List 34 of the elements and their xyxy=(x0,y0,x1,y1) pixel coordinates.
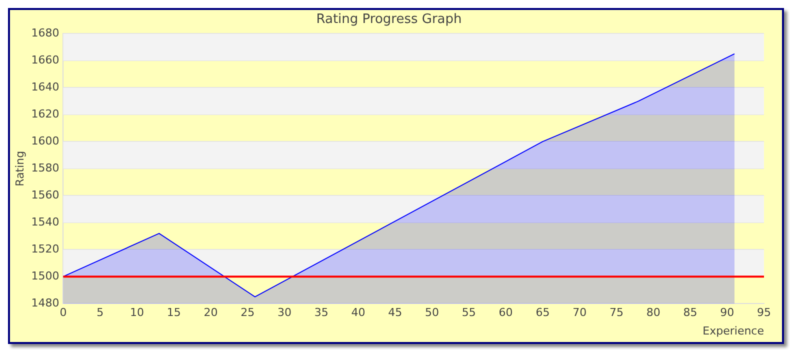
x-tick-label: 65 xyxy=(536,306,550,320)
x-tick-label: 90 xyxy=(720,306,734,320)
x-tick-label: 60 xyxy=(498,306,513,320)
x-tick-label: 30 xyxy=(278,306,292,320)
y-tick-label: 1580 xyxy=(31,161,60,174)
chart-title: Rating Progress Graph xyxy=(316,12,462,28)
x-tick-label: 55 xyxy=(462,306,476,320)
x-tick-label: 70 xyxy=(572,306,587,320)
x-tick-label: 85 xyxy=(683,306,698,320)
y-tick-label: 1680 xyxy=(31,26,60,40)
y-tick-label: 1480 xyxy=(31,296,60,310)
y-tick-label: 1660 xyxy=(31,53,60,66)
x-tick-label: 45 xyxy=(388,306,402,320)
y-tick-label: 1540 xyxy=(31,215,60,228)
y-tick-label: 1560 xyxy=(31,188,60,202)
x-tick-label: 5 xyxy=(96,306,104,320)
x-tick-label: 20 xyxy=(204,306,218,320)
x-tick-label: 25 xyxy=(240,306,255,320)
x-tick-label: 40 xyxy=(351,306,366,320)
x-tick-label: 0 xyxy=(60,306,67,320)
x-axis-title: Experience xyxy=(702,324,764,338)
x-tick-label: 50 xyxy=(425,306,440,320)
y-axis-title: Rating xyxy=(13,150,26,186)
x-tick-label: 95 xyxy=(757,306,771,320)
x-tick-label: 75 xyxy=(609,306,624,320)
y-tick-label: 1500 xyxy=(31,269,60,282)
y-tick-label: 1520 xyxy=(31,242,60,256)
y-tick-label: 1640 xyxy=(31,80,60,94)
y-tick-label: 1600 xyxy=(31,134,60,148)
x-tick-label: 35 xyxy=(314,306,328,320)
x-tick-label: 15 xyxy=(166,306,181,320)
x-tick-label: 10 xyxy=(130,306,144,320)
x-tick-label: 80 xyxy=(646,306,660,320)
y-tick-label: 1620 xyxy=(31,107,60,120)
